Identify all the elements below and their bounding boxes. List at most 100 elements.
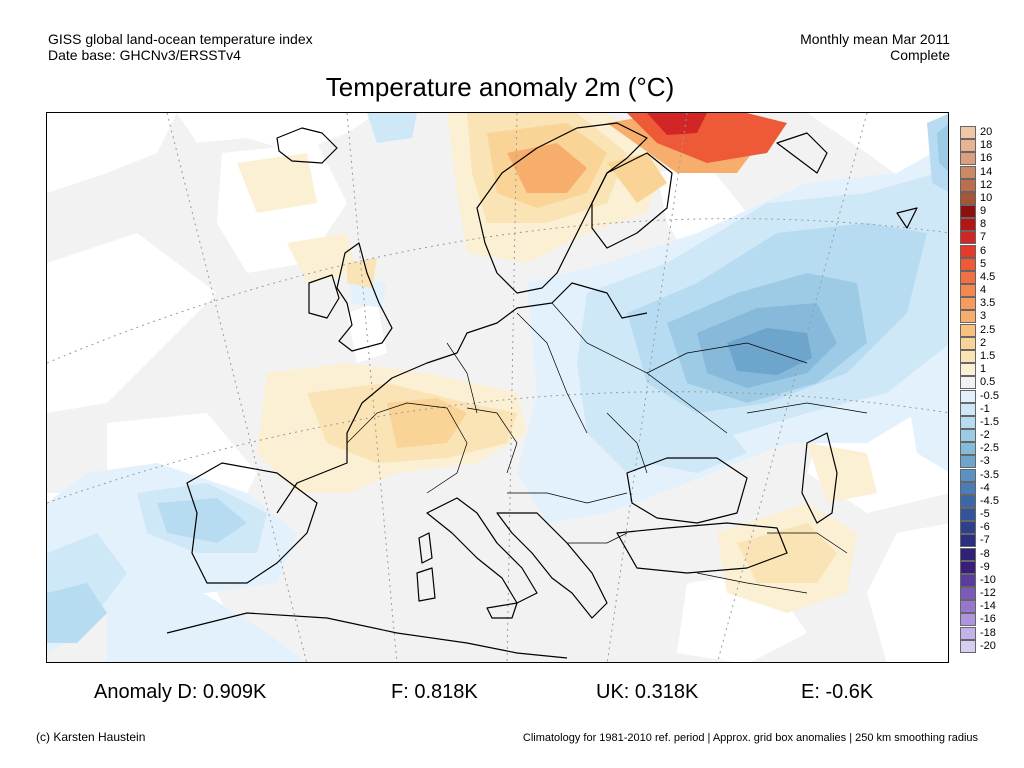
colorbar-swatch [960,231,976,245]
colorbar-label: -5 [980,508,990,521]
colorbar-label: 7 [980,231,987,244]
colorbar-label: -14 [980,600,996,613]
colorbar-swatch [960,218,976,232]
colorbar-swatch [960,521,976,535]
graticule [47,113,948,662]
colorbar-swatch [960,310,976,324]
colorbar-swatch [960,152,976,166]
anomaly-f: F: 0.818K [391,681,478,703]
colorbar-label: -10 [980,573,996,586]
colorbar-label: -1.5 [980,415,999,428]
colorbar-label: 6 [980,244,987,257]
colorbar-label: -6 [980,521,990,534]
colorbar-swatch [960,560,976,574]
colorbar-label: 3.5 [980,297,996,310]
colorbar-label: -4 [980,481,990,494]
colorbar-swatch [960,402,976,416]
colorbar-swatch [960,639,976,653]
colorbar-swatch [960,376,976,390]
colorbar-label: 4 [980,284,987,297]
colorbar-label: -9 [980,560,990,573]
colorbar-swatch [960,468,976,482]
colorbar-swatch [960,257,976,271]
colorbar-swatch [960,547,976,561]
method-note: Climatology for 1981-2010 ref. period | … [522,732,978,744]
colorbar-swatch [960,191,976,205]
colorbar-swatch [960,481,976,495]
colorbar-label: 20 [980,126,993,138]
colorbar-label: 16 [980,152,993,165]
colorbar-swatch [960,205,976,219]
colorbar-swatch [960,284,976,298]
colorbar-swatch [960,139,976,153]
colorbar-swatch [960,600,976,614]
header-status: Complete [890,47,950,63]
colorbar-swatch [960,442,976,456]
colorbar-swatch [960,178,976,192]
colorbar: 20 18 16 14 12 10 9 8 7 6 5 4.5 4 3.5 3 2.5 2 1.5 1 0.5 -0.5… [958,126,1024,653]
colorbar-label: -18 [980,626,996,639]
header-period: Monthly mean Mar 2011 Complete [800,31,950,63]
coastlines [166,122,918,659]
colorbar-swatch [960,534,976,548]
colorbar-label: 1.5 [980,349,996,362]
colorbar-label: -4.5 [980,494,999,507]
colorbar-label: 5 [980,257,987,270]
colorbar-label: -2 [980,429,990,442]
colorbar-label: -16 [980,613,996,626]
colorbar-label: -3 [980,455,990,468]
colorbar-label: 14 [980,165,993,178]
anomaly-map-graphic [47,113,948,662]
colorbar-swatch [960,349,976,363]
colorbar-swatch [960,573,976,587]
colorbar-label: -0.5 [980,389,999,402]
colorbar-swatch [960,270,976,284]
colorbar-label: -20 [980,639,996,652]
colorbar-label: 12 [980,178,993,191]
colorbar-label: -8 [980,547,990,560]
colorbar-swatch [960,626,976,640]
anomaly-map [46,112,949,663]
colorbar-label: 0.5 [980,376,996,389]
colorbar-swatch [960,508,976,522]
credit: (c) Karsten Haustein [36,730,146,744]
colorbar-swatch [960,244,976,258]
colorbar-swatch [960,165,976,179]
anomaly-uk: UK: 0.318K [596,681,699,703]
colorbar-label: 18 [980,139,993,152]
colorbar-label: 4.5 [980,270,996,283]
country-borders [346,302,868,594]
colorbar-swatch [960,336,976,350]
colorbar-swatch [960,389,976,403]
colorbar-label: -3.5 [980,468,999,481]
colorbar-swatch [960,363,976,377]
colorbar-label: 2 [980,336,987,349]
colorbar-swatch [960,429,976,443]
colorbar-label: 8 [980,218,987,231]
header-database: Date base: GHCNv3/ERSSTv4 [48,47,241,63]
colorbar-label: -1 [980,402,990,415]
colorbar-label: -12 [980,587,996,600]
header-dataset: GISS global land-ocean temperature index [48,31,313,47]
colorbar-swatch [960,494,976,508]
anomaly-d: Anomaly D: 0.909K [94,681,267,703]
colorbar-swatch [960,455,976,469]
header-source: GISS global land-ocean temperature index… [48,31,313,63]
colorbar-swatch [960,297,976,311]
map-title: Temperature anomaly 2m (°C) [325,72,675,102]
colorbar-swatch [960,323,976,337]
colorbar-swatch [960,613,976,627]
core-cold-area [727,328,812,375]
colorbar-label: 10 [980,191,993,204]
hottest-area [647,113,707,135]
colorbar-swatch [960,126,976,139]
colorbar-label: 3 [980,310,987,323]
colorbar-label: 1 [980,363,987,376]
anomaly-e: E: -0.6K [801,681,874,703]
colorbar-swatch [960,415,976,429]
colorbar-label: 9 [980,205,987,218]
colorbar-label: 2.5 [980,323,996,336]
colorbar-label: -7 [980,534,990,547]
colorbar-label: -2.5 [980,442,999,455]
header-month: Monthly mean Mar 2011 [800,31,950,47]
